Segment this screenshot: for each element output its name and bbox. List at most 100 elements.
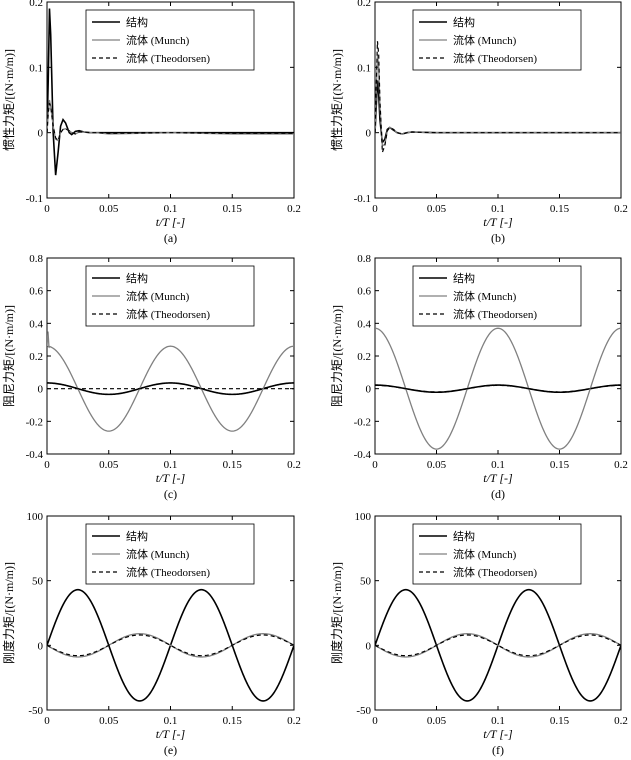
x-tick-label: 0.1	[491, 715, 505, 727]
legend-label-3: 流体 (Theodorsen)	[453, 565, 537, 579]
y-tick-label: 0.2	[29, 0, 43, 9]
x-tick-label: 0.05	[427, 203, 447, 215]
x-tick-label: 0.2	[287, 203, 301, 215]
series-group	[375, 41, 621, 153]
y-tick-label: 0	[38, 128, 44, 140]
y-tick-label: 0	[366, 640, 372, 652]
legend-label-2: 流体 (Munch)	[453, 547, 517, 561]
series-line-2	[47, 331, 294, 432]
y-tick-label: 0.1	[357, 62, 371, 74]
x-tick-label: 0.1	[491, 203, 505, 215]
y-tick-label: 50	[32, 576, 44, 588]
legend-label-2: 流体 (Munch)	[453, 289, 517, 303]
x-tick-label: 0.15	[550, 459, 570, 471]
x-tick-label: 0.1	[164, 715, 178, 727]
x-axis-label: t/T [-]	[156, 215, 186, 229]
series-group	[47, 8, 294, 176]
y-tick-label: 0.2	[29, 351, 43, 363]
legend-label-1: 结构	[126, 15, 148, 29]
series-line-3	[375, 41, 621, 153]
y-tick-label: 100	[27, 511, 44, 523]
legend-label-1: 结构	[126, 271, 148, 285]
legend-label-3: 流体 (Theodorsen)	[126, 51, 210, 65]
x-tick-label: 0.05	[99, 203, 119, 215]
series-line-2	[375, 633, 621, 658]
y-tick-label: 0.8	[357, 253, 371, 265]
x-tick-label: 0	[372, 459, 378, 471]
x-axis-label: t/T [-]	[156, 727, 186, 741]
y-axis-label: 阻尼力矩/[(N·m/m)]	[2, 305, 16, 407]
x-tick-label: 0.15	[223, 715, 243, 727]
y-tick-label: -0.2	[26, 416, 43, 428]
panel-caption: (d)	[491, 487, 505, 501]
series-group	[47, 331, 294, 432]
series-line-2	[375, 327, 621, 450]
y-tick-label: 50	[360, 576, 372, 588]
y-axis-label: 惯性力矩/[(N·m/m)]	[329, 49, 344, 151]
y-tick-label: 100	[355, 511, 372, 523]
legend-label-1: 结构	[453, 15, 475, 29]
series-line-3	[47, 634, 294, 657]
series-group	[47, 588, 294, 702]
x-axis-label: t/T [-]	[156, 471, 186, 485]
x-tick-label: 0.05	[99, 715, 119, 727]
y-axis-label: 刚度力矩/[(N·m/m)]	[329, 562, 344, 664]
panel-caption: (c)	[164, 487, 177, 501]
legend-label-1: 结构	[453, 271, 475, 285]
legend-label-1: 结构	[126, 529, 148, 543]
series-line-1	[47, 8, 294, 176]
y-tick-label: 0.2	[357, 0, 371, 9]
y-tick-label: -0.4	[354, 449, 372, 461]
panel-caption: (f)	[492, 743, 504, 757]
y-tick-label: 0.4	[357, 318, 371, 330]
legend-label-3: 流体 (Theodorsen)	[126, 307, 210, 321]
series-line-2	[47, 633, 294, 658]
y-tick-label: 0.2	[357, 351, 371, 363]
series-line-3	[47, 103, 294, 142]
series-line-1	[375, 384, 621, 394]
x-tick-label: 0.15	[550, 715, 570, 727]
x-tick-label: 0.2	[287, 715, 301, 727]
series-group	[375, 588, 621, 702]
y-tick-label: -50	[28, 705, 43, 717]
x-tick-label: 0.15	[550, 203, 570, 215]
x-tick-label: 0.1	[491, 459, 505, 471]
y-tick-label: -50	[356, 705, 371, 717]
x-tick-label: 0.05	[99, 459, 119, 471]
x-tick-label: 0	[44, 715, 50, 727]
y-tick-label: 0.6	[357, 286, 371, 298]
y-tick-label: -0.1	[354, 193, 371, 205]
x-tick-label: 0.2	[614, 715, 628, 727]
x-axis-label: t/T [-]	[483, 215, 513, 229]
x-axis-label: t/T [-]	[483, 727, 513, 741]
panel-caption: (a)	[164, 231, 177, 245]
x-tick-label: 0.15	[223, 459, 243, 471]
y-tick-label: 0	[366, 128, 372, 140]
x-tick-label: 0	[44, 203, 50, 215]
x-tick-label: 0.1	[164, 459, 178, 471]
legend-label-2: 流体 (Munch)	[453, 33, 517, 47]
x-tick-label: 0.05	[427, 715, 447, 727]
series-line-3	[375, 384, 621, 393]
x-tick-label: 0	[372, 203, 378, 215]
series-line-3	[375, 634, 621, 657]
y-tick-label: -0.4	[26, 449, 44, 461]
series-line-2	[47, 99, 294, 142]
x-tick-label: 0.05	[427, 459, 447, 471]
legend-label-3: 流体 (Theodorsen)	[126, 565, 210, 579]
y-axis-label: 阻尼力矩/[(N·m/m)]	[330, 305, 344, 407]
y-tick-label: 0	[38, 384, 44, 396]
x-tick-label: 0.2	[614, 203, 628, 215]
y-tick-label: 0.1	[29, 62, 43, 74]
legend-label-2: 流体 (Munch)	[126, 33, 190, 47]
